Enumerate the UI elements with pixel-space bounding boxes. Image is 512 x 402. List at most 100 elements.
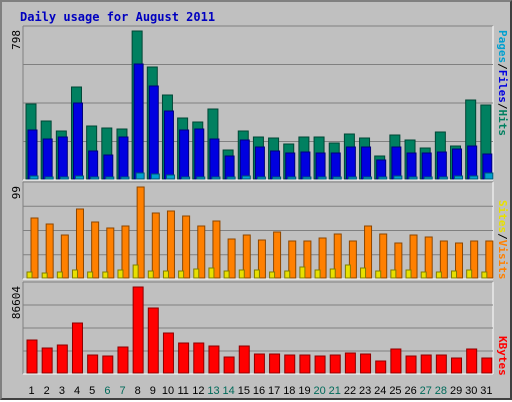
pages-bar xyxy=(287,176,297,180)
visits-bar xyxy=(212,220,221,279)
visits-bar xyxy=(348,240,357,279)
x-tick-label: 14 xyxy=(223,385,235,397)
pages-bar xyxy=(59,176,69,180)
x-tick-label: 9 xyxy=(150,385,156,397)
pages-bar xyxy=(408,176,418,180)
pages-bar xyxy=(272,176,282,180)
pages-bar xyxy=(181,176,191,180)
x-tick-label: 23 xyxy=(359,385,371,397)
files-bar xyxy=(452,148,463,180)
files-bar xyxy=(224,155,235,180)
pages-bar xyxy=(378,176,388,180)
x-tick-label: 3 xyxy=(59,385,65,397)
pages-bar xyxy=(226,176,236,180)
kbytes-bar xyxy=(193,342,205,374)
visits-bar xyxy=(470,240,479,279)
visits-bar xyxy=(136,186,145,279)
kbytes-bar xyxy=(451,357,463,374)
sites-bar xyxy=(132,264,139,279)
files-bar xyxy=(345,146,356,180)
files-bar xyxy=(72,102,83,180)
x-tick-label: 7 xyxy=(119,385,125,397)
kbytes-bar xyxy=(132,286,144,374)
x-tick-label: 11 xyxy=(177,385,188,397)
sites-bar xyxy=(420,271,427,279)
visits-bar xyxy=(257,239,266,279)
sites-bar xyxy=(284,270,291,279)
visits-bar xyxy=(394,242,403,279)
pages-bar xyxy=(135,172,145,180)
legend-entry: Files xyxy=(496,70,509,103)
files-bar xyxy=(467,145,478,180)
visits-bar xyxy=(364,225,373,279)
pages-bar xyxy=(363,176,373,180)
x-tick-label: 30 xyxy=(465,385,477,397)
ymax-label: 86604 xyxy=(10,286,23,319)
files-bar xyxy=(285,152,296,180)
sites-bar xyxy=(208,267,215,279)
files-bar xyxy=(270,150,281,180)
x-tick-label: 4 xyxy=(74,385,80,397)
pages-bar xyxy=(302,176,312,180)
pages-bar xyxy=(393,175,403,180)
pages-bar xyxy=(484,172,494,180)
sites-bar xyxy=(71,269,78,279)
panel-kbytes: 86604 xyxy=(10,281,494,375)
x-tick-label: 20 xyxy=(314,385,326,397)
visits-bar xyxy=(333,233,342,279)
kbytes-bar xyxy=(360,353,372,374)
legend-entry: / xyxy=(496,103,509,110)
files-bar xyxy=(300,151,311,180)
sites-bar xyxy=(451,270,458,279)
visits-bar xyxy=(288,240,297,279)
x-tick-label: 19 xyxy=(298,385,310,397)
files-bar xyxy=(315,152,326,180)
kbytes-bar xyxy=(375,360,387,374)
x-tick-label: 26 xyxy=(404,385,416,397)
legend-entry: KBytes xyxy=(496,336,509,376)
x-tick-label: 6 xyxy=(104,385,110,397)
files-bar xyxy=(163,110,174,180)
sites-bar xyxy=(269,271,276,279)
x-tick-label: 28 xyxy=(435,385,447,397)
kbytes-bar xyxy=(208,345,220,374)
sites-bar xyxy=(390,269,397,279)
files-bar xyxy=(103,154,114,180)
files-bar xyxy=(361,146,372,180)
x-tick-label: 18 xyxy=(283,385,295,397)
visits-bar xyxy=(439,240,448,279)
files-bar xyxy=(194,128,205,180)
visits-bar xyxy=(166,210,175,279)
visits-bar xyxy=(242,234,251,279)
legend-entry: Hits xyxy=(496,110,509,137)
visits-bar xyxy=(75,208,84,279)
sites-bar xyxy=(435,271,442,279)
kbytes-bar xyxy=(420,354,432,374)
sites-bar xyxy=(405,269,412,279)
visits-bar xyxy=(303,240,312,279)
kbytes-bar xyxy=(253,353,265,374)
kbytes-bar xyxy=(299,354,311,374)
sites-bar xyxy=(41,272,48,279)
x-tick-label: 27 xyxy=(420,385,432,397)
files-bar xyxy=(148,85,159,180)
visits-bar xyxy=(409,234,418,279)
sites-bar xyxy=(299,266,306,279)
sites-bar xyxy=(375,270,382,279)
x-tick-label: 21 xyxy=(329,385,341,397)
legend-top: Pages/Files/Hits xyxy=(496,30,509,136)
pages-bar xyxy=(469,175,479,180)
kbytes-bar xyxy=(41,347,53,374)
x-tick-label: 24 xyxy=(374,385,386,397)
files-bar xyxy=(239,139,250,180)
panel-visits-sites: 99 xyxy=(10,181,494,280)
legend-entry: Sites xyxy=(496,200,509,233)
ymax-label: 798 xyxy=(10,30,23,50)
sites-bar xyxy=(238,269,245,279)
sites-bar xyxy=(466,269,473,279)
pages-bar xyxy=(317,176,327,180)
pages-bar xyxy=(120,176,130,180)
pages-bar xyxy=(256,176,266,180)
